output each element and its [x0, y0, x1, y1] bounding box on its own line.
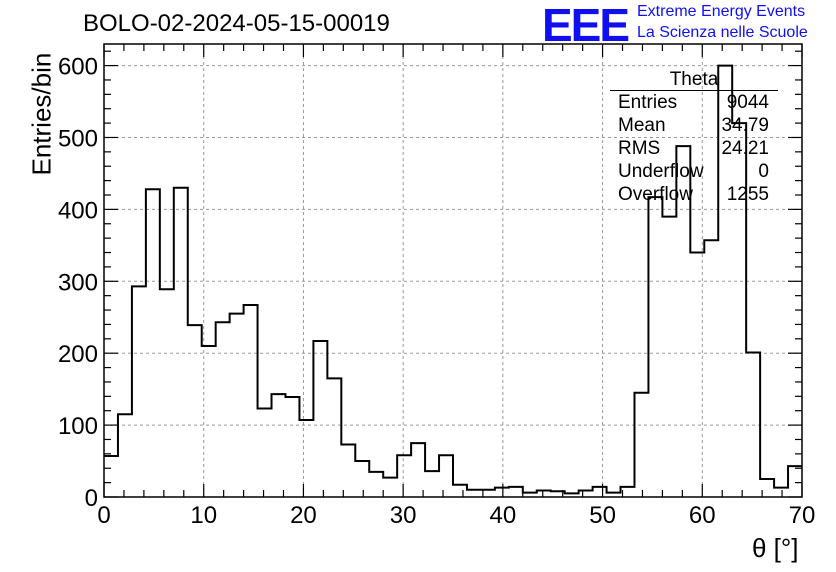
histogram-outline	[104, 64, 802, 495]
y-tick-label: 200	[58, 341, 98, 368]
histogram-bin	[425, 471, 439, 497]
histogram-bin	[258, 409, 272, 497]
plot-frame	[103, 43, 803, 498]
stats-value: 9044	[726, 92, 769, 113]
histogram-bin	[634, 393, 648, 497]
y-tick-label: 600	[58, 54, 98, 81]
y-tick-label: 100	[58, 413, 98, 440]
stats-value: 24.21	[721, 138, 769, 159]
histogram-bars	[104, 64, 802, 497]
histogram-bin	[704, 240, 718, 497]
y-axis-label: Entries/bin	[26, 52, 57, 176]
x-tick-label: 70	[789, 502, 816, 529]
x-tick-label: 20	[290, 502, 317, 529]
eee-logo: EEE	[542, 0, 630, 51]
histogram-bin	[369, 472, 383, 497]
y-tick-label: 300	[58, 269, 98, 296]
chart-title: BOLO-02-2024-05-15-00019	[83, 10, 390, 37]
stats-row-mean: Mean 34.79	[610, 114, 778, 137]
x-tick-label: 30	[390, 502, 417, 529]
stats-label: Overflow	[618, 184, 693, 205]
x-tick-label: 0	[97, 502, 110, 529]
histogram-bin	[341, 445, 355, 497]
histogram-bin	[160, 289, 174, 497]
histogram-bin	[648, 197, 662, 497]
stats-value: 1255	[726, 184, 769, 205]
y-tick-label: 0	[85, 485, 98, 512]
tick-labels: 0 10 20 30 40 50 60 70 0 100 200 300 400 500 600	[58, 54, 815, 529]
grid	[104, 44, 802, 497]
histogram-bin	[774, 488, 788, 497]
histogram-bin	[439, 455, 453, 497]
histogram-bin	[383, 478, 397, 497]
stats-row-rms: RMS 24.21	[610, 137, 778, 160]
histogram-bin	[509, 487, 523, 497]
histogram-bin	[230, 314, 244, 497]
stats-row-entries: Entries 9044	[610, 91, 778, 114]
histogram-bin	[495, 488, 509, 497]
histogram-bin	[174, 188, 188, 497]
logo-line-2: La Scienza nelle Scuole	[637, 24, 808, 41]
x-axis-label: θ [°]	[752, 533, 799, 563]
y-tick-label: 500	[58, 125, 98, 152]
histogram-bin	[272, 394, 286, 497]
x-tick-label: 40	[490, 502, 517, 529]
histogram-bin	[104, 456, 118, 497]
y-tick-label: 400	[58, 197, 98, 224]
stats-row-overflow: Overflow 1255	[610, 183, 778, 206]
histogram-bin	[788, 466, 802, 497]
histogram-bin	[593, 487, 607, 497]
stats-box: Theta Entries 9044 Mean 34.79 RMS 24.21 …	[610, 68, 778, 206]
stats-label: Mean	[618, 115, 666, 136]
stats-label: RMS	[618, 138, 661, 159]
stats-label: Entries	[618, 92, 678, 113]
histogram-bin	[467, 490, 481, 497]
histogram-bin	[146, 189, 160, 497]
histogram-bin	[397, 455, 411, 497]
logo-line-1: Extreme Energy Events	[637, 3, 806, 20]
histogram-bin	[411, 443, 425, 497]
histogram-bin	[132, 286, 146, 497]
histogram-bin	[662, 217, 676, 497]
stats-value: 34.79	[721, 115, 769, 136]
stats-value: 0	[758, 161, 769, 182]
histogram-bin	[327, 378, 341, 497]
axis-ticks	[103, 44, 803, 498]
x-tick-label: 10	[190, 502, 217, 529]
stats-row-underflow: Underflow 0	[610, 160, 778, 183]
histogram-bin	[285, 397, 299, 497]
histogram-bin	[313, 341, 327, 497]
histogram-bin	[299, 420, 313, 497]
histogram-bin	[188, 325, 202, 497]
histogram-bin	[216, 322, 230, 497]
x-tick-label: 60	[689, 502, 716, 529]
x-tick-label: 50	[589, 502, 616, 529]
histogram-bin	[355, 461, 369, 497]
stats-label: Underflow	[618, 161, 704, 182]
stats-title: Theta	[610, 68, 778, 91]
histogram-bin	[118, 414, 132, 497]
histogram-bin	[244, 305, 258, 497]
histogram-bin	[453, 485, 467, 497]
